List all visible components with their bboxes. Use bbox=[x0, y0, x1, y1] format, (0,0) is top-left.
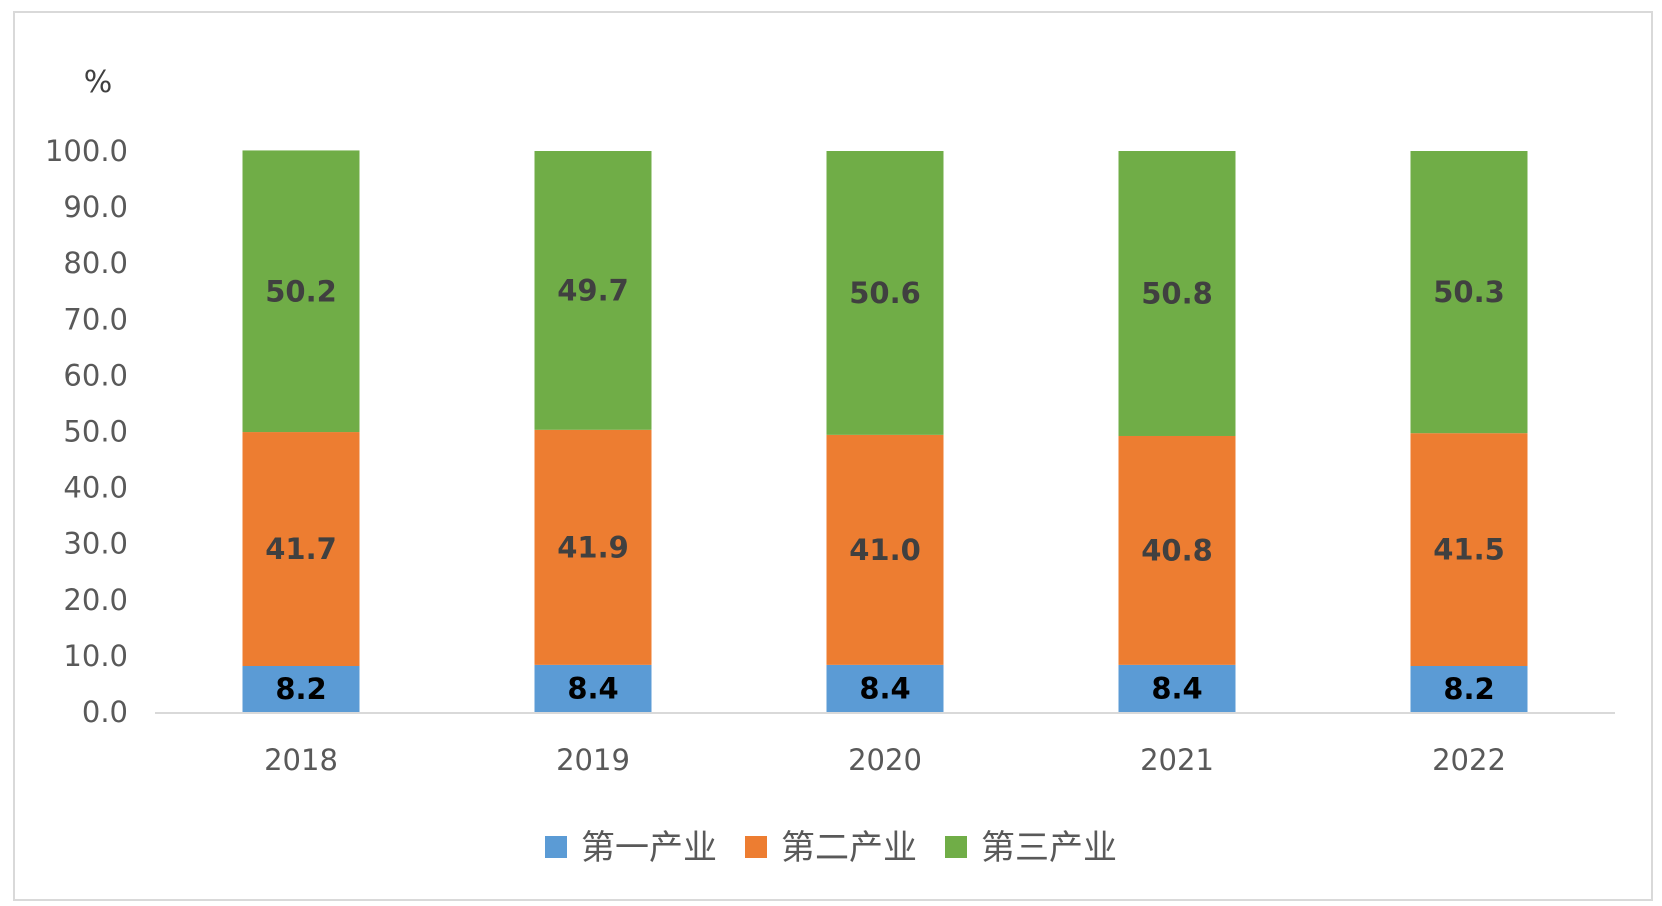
y-tick-label: 30.0 bbox=[63, 527, 128, 561]
data-label: 50.6 bbox=[849, 276, 921, 310]
legend: 第一产业 第二产业 第三产业 bbox=[545, 828, 1117, 868]
y-tick-label: 80.0 bbox=[63, 246, 128, 280]
data-label: 50.3 bbox=[1433, 275, 1505, 309]
legend-swatch bbox=[545, 836, 567, 858]
y-tick-label: 0.0 bbox=[82, 695, 128, 729]
y-tick-label: 70.0 bbox=[63, 302, 128, 336]
x-tick-label: 2021 bbox=[1140, 743, 1214, 777]
y-tick-label: 100.0 bbox=[45, 134, 128, 168]
bar-segment bbox=[1118, 435, 1236, 665]
data-label: 50.2 bbox=[265, 274, 337, 308]
x-tick-label: 2019 bbox=[556, 743, 630, 777]
data-label: 8.4 bbox=[1151, 671, 1202, 705]
data-label: 8.2 bbox=[1443, 672, 1494, 706]
bar-segment bbox=[1118, 151, 1236, 436]
x-axis-ticks: 2018 2019 2020 2021 2022 bbox=[264, 743, 1506, 777]
y-axis-ticks: 0.0 10.0 20.0 30.0 40.0 50.0 60.0 70.0 80.0 90.0 1… bbox=[45, 134, 128, 729]
data-label: 8.4 bbox=[859, 671, 910, 705]
legend-label: 第三产业 bbox=[981, 828, 1117, 868]
legend-label: 第二产业 bbox=[781, 828, 917, 868]
bar-segment bbox=[1118, 664, 1236, 712]
bar-segment bbox=[242, 432, 360, 666]
bar-segment bbox=[242, 665, 360, 712]
data-label: 49.7 bbox=[557, 273, 629, 307]
data-label: 41.5 bbox=[1433, 533, 1505, 567]
y-tick-label: 50.0 bbox=[63, 415, 128, 449]
bar-segment bbox=[1410, 151, 1528, 434]
data-label: 8.4 bbox=[567, 671, 618, 705]
legend-swatch bbox=[945, 836, 967, 858]
data-label: 41.0 bbox=[849, 533, 921, 567]
data-label: 41.7 bbox=[265, 532, 337, 566]
data-label: 50.8 bbox=[1141, 276, 1213, 310]
bar-segment bbox=[826, 434, 944, 665]
bar-segment bbox=[1410, 665, 1528, 712]
y-tick-label: 40.0 bbox=[63, 471, 128, 505]
data-label: 41.9 bbox=[557, 530, 629, 564]
bar-segment bbox=[534, 664, 652, 712]
x-tick-label: 2018 bbox=[264, 743, 338, 777]
data-label: 8.2 bbox=[275, 672, 326, 706]
bar-segment bbox=[534, 429, 652, 665]
y-axis-unit: % bbox=[84, 65, 113, 100]
bar-segment bbox=[1410, 433, 1528, 666]
y-tick-label: 90.0 bbox=[63, 190, 128, 224]
y-tick-label: 20.0 bbox=[63, 583, 128, 617]
legend-swatch bbox=[745, 836, 767, 858]
x-tick-label: 2020 bbox=[848, 743, 922, 777]
bar-segment bbox=[534, 151, 652, 430]
data-label: 40.8 bbox=[1141, 533, 1213, 567]
bars: 8.2 41.7 50.2 8.4 41.9 49.7 8.4 41.0 50.6 8.4 40.8… bbox=[242, 150, 1528, 712]
bar-segment bbox=[826, 151, 944, 435]
bar-segment bbox=[242, 150, 360, 433]
y-tick-label: 60.0 bbox=[63, 358, 128, 392]
y-tick-label: 10.0 bbox=[63, 639, 128, 673]
x-tick-label: 2022 bbox=[1432, 743, 1506, 777]
bar-segment bbox=[826, 664, 944, 712]
legend-label: 第一产业 bbox=[581, 828, 717, 868]
